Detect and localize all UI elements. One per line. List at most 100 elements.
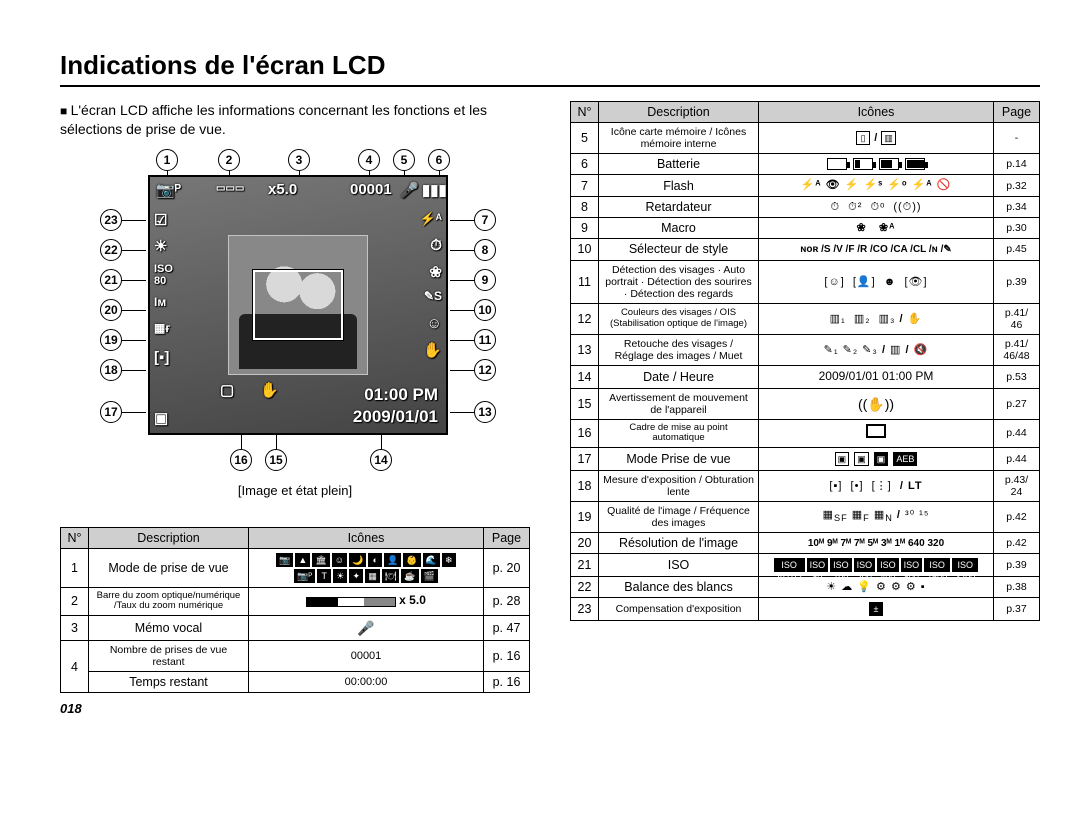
cell-page: p.39 <box>994 554 1040 577</box>
cell-icons: ɴᴏʀ /S /V /F /R /CO /CA /CL /ɴ /✎ <box>759 239 994 260</box>
lcd-mic-icon: 🎤 <box>400 181 419 199</box>
page-title: Indications de l'écran LCD <box>60 50 1040 87</box>
table-row: 16Cadre de mise au point automatiquep.44 <box>571 419 1040 447</box>
lcd-meter-icon: [▪] <box>154 349 169 366</box>
left-desc-table: N° Description Icônes Page 1Mode de pris… <box>60 527 530 693</box>
cell-icons: ▯ / ▥ <box>759 123 994 154</box>
callout-16: 16 <box>230 449 252 471</box>
table-row: Temps restant00:00:00p. 16 <box>61 671 530 692</box>
th-n: N° <box>61 527 89 548</box>
cell-desc: Retardateur <box>599 196 759 217</box>
lcd-diagram: 1 2 3 4 5 6 7 8 9 10 11 12 13 <box>60 149 530 519</box>
cell-icons: ▦SF ▦F ▦N / ³⁰ ¹⁵ <box>759 501 994 532</box>
cell-page: p.38 <box>994 577 1040 598</box>
cell-page: p.45 <box>994 239 1040 260</box>
cell-desc: Mémo vocal <box>89 615 249 640</box>
cell-page: p.37 <box>994 598 1040 621</box>
cell-icons: ⚡ᴬ 👁 ⚡ ⚡ˢ ⚡ᵒ ⚡ᴬ 🚫 <box>759 175 994 196</box>
cell-icons: ISOAUTOISO80ISO100ISO200ISO400ISO800ISO1… <box>759 554 994 577</box>
cell-desc: Mode de prise de vue <box>89 548 249 587</box>
callout-14: 14 <box>370 449 392 471</box>
cell-icons: 00:00:00 <box>249 671 484 692</box>
callout-22: 22 <box>100 239 122 261</box>
callout-8: 8 <box>474 239 496 261</box>
cell-n: 2 <box>61 587 89 615</box>
cell-icons: x 5.0 <box>249 587 484 615</box>
cell-desc: Sélecteur de style <box>599 239 759 260</box>
cell-page: p.42 <box>994 532 1040 553</box>
cell-n: 3 <box>61 615 89 640</box>
table-row: 4Nombre de prises de vue restant00001p. … <box>61 640 530 671</box>
table-row: 3Mémo vocal🎤p. 47 <box>61 615 530 640</box>
table-row: 17Mode Prise de vue▣ ▣ ▣ AEBp.44 <box>571 447 1040 470</box>
table-row: 5Icône carte mémoire / Icônes mémoire in… <box>571 123 1040 154</box>
lcd-zoombar-icon: ▭▭▭ <box>216 183 244 194</box>
cell-icons: 2009/01/01 01:00 PM <box>759 366 994 389</box>
callout-10: 10 <box>474 299 496 321</box>
af-frame-icon <box>253 270 343 340</box>
th-page: Page <box>484 527 530 548</box>
cell-desc: Détection des visages · Auto portrait · … <box>599 260 759 303</box>
callout-19: 19 <box>100 329 122 351</box>
cell-icons: ▥₁ ▥₂ ▥₃ / ✋ <box>759 303 994 334</box>
cell-page: p.32 <box>994 175 1040 196</box>
cell-desc: Icône carte mémoire / Icônes mémoire int… <box>599 123 759 154</box>
cell-icons: ❀ ❀ᴬ <box>759 218 994 239</box>
callout-12: 12 <box>474 359 496 381</box>
cell-desc: Résolution de l'image <box>599 532 759 553</box>
table-row: 23Compensation d'exposition±p.37 <box>571 598 1040 621</box>
cell-n: 8 <box>571 196 599 217</box>
cell-page: p.43/ 24 <box>994 470 1040 501</box>
cell-desc: Nombre de prises de vue restant <box>89 640 249 671</box>
cell-n: 5 <box>571 123 599 154</box>
table-row: 9Macro❀ ❀ᴬp.30 <box>571 218 1040 239</box>
table-row: 13Retouche des visages / Réglage des ima… <box>571 334 1040 365</box>
callout-1: 1 <box>156 149 178 171</box>
lcd-zoom-value: x5.0 <box>268 181 297 198</box>
cell-desc: Date / Heure <box>599 366 759 389</box>
cell-icons: 🎤 <box>249 615 484 640</box>
cell-desc: Cadre de mise au point automatique <box>599 419 759 447</box>
th-icons: Icônes <box>759 102 994 123</box>
callout-17: 17 <box>100 401 122 423</box>
lcd-wb-icon: ☀ <box>154 237 167 255</box>
cell-desc: Temps restant <box>89 671 249 692</box>
callout-20: 20 <box>100 299 122 321</box>
table-row: 8Retardateur⏱ ⏱² ⏱ᵒ ((⏱))p.34 <box>571 196 1040 217</box>
cell-icons: ⏱ ⏱² ⏱ᵒ ((⏱)) <box>759 196 994 217</box>
callout-21: 21 <box>100 269 122 291</box>
cell-n: 6 <box>571 154 599 175</box>
cell-desc: Qualité de l'image / Fréquence des image… <box>599 501 759 532</box>
cell-icons: 00001 <box>249 640 484 671</box>
callout-7: 7 <box>474 209 496 231</box>
callout-23: 23 <box>100 209 122 231</box>
th-n: N° <box>571 102 599 123</box>
cell-n: 23 <box>571 598 599 621</box>
cell-n: 19 <box>571 501 599 532</box>
cell-desc: Flash <box>599 175 759 196</box>
cell-icons: [☺] [👤] ☻ [👁] <box>759 260 994 303</box>
callout-5: 5 <box>393 149 415 171</box>
cell-n: 11 <box>571 260 599 303</box>
callout-15: 15 <box>265 449 287 471</box>
cell-n: 14 <box>571 366 599 389</box>
cell-desc: Barre du zoom optique/numérique /Taux du… <box>89 587 249 615</box>
cell-n: 10 <box>571 239 599 260</box>
callout-13: 13 <box>474 401 496 423</box>
cell-icons: 10ᴹ 9ᴹ 7ᴹ 7ᴹ 5ᴹ 3ᴹ 1ᴹ 640 320 <box>759 532 994 553</box>
cell-n: 18 <box>571 470 599 501</box>
lcd-ois-icon: ✋ <box>423 341 442 359</box>
cell-page: p. 47 <box>484 615 530 640</box>
table-row: 12Couleurs des visages / OIS (Stabilisat… <box>571 303 1040 334</box>
cell-desc: Mesure d'exposition / Obturation lente <box>599 470 759 501</box>
lcd-mode-icon: 📷ᴾ <box>156 181 181 199</box>
table-row: 20Résolution de l'image10ᴹ 9ᴹ 7ᴹ 7ᴹ 5ᴹ 3… <box>571 532 1040 553</box>
intro-text: L'écran LCD affiche les informations con… <box>60 101 540 139</box>
lcd-counter: 00001 <box>350 181 392 198</box>
table-row: 2Barre du zoom optique/numérique /Taux d… <box>61 587 530 615</box>
lcd-afmode-icon: ▢ <box>220 381 234 399</box>
cell-n: 21 <box>571 554 599 577</box>
table-row: 18Mesure d'exposition / Obturation lente… <box>571 470 1040 501</box>
lcd-style-icon: ✎S <box>424 289 442 303</box>
lcd-date: 2009/01/01 <box>353 407 438 427</box>
